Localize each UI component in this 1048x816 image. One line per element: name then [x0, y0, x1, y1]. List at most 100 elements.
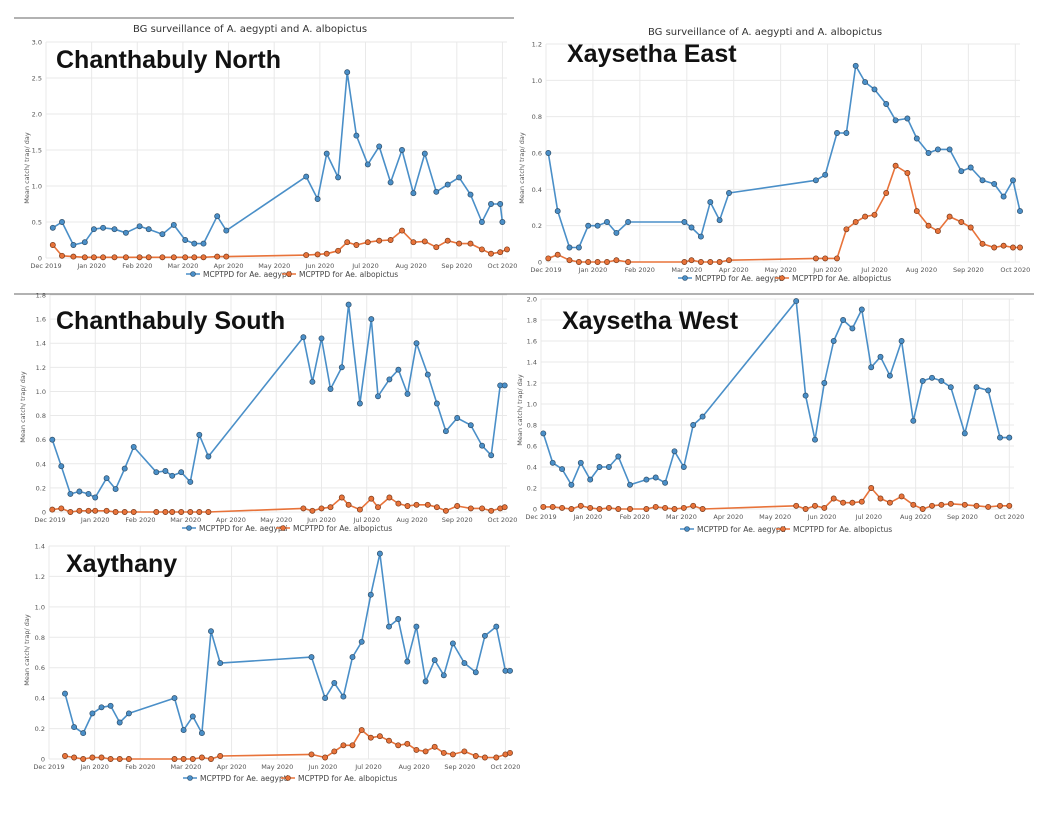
data-point-albopictus	[205, 509, 212, 515]
data-point-albopictus	[59, 252, 65, 259]
data-point-albopictus	[404, 740, 411, 747]
data-point-aegypti	[349, 654, 356, 661]
data-point-aegypti	[467, 191, 474, 198]
data-point-albopictus	[98, 754, 105, 761]
legend-label-aegypti: MCPTPD for Ae. aegypti	[199, 524, 288, 533]
data-point-aegypti	[821, 380, 828, 386]
data-point-aegypti	[958, 168, 965, 175]
y-tick-label: 1.2	[36, 364, 46, 372]
data-point-albopictus	[223, 253, 230, 260]
data-point-albopictus	[478, 246, 485, 253]
y-tick-label: 1.8	[527, 317, 537, 325]
data-point-aegypti	[604, 219, 610, 225]
x-tick-label: Dec 2019	[34, 516, 65, 524]
data-point-albopictus	[331, 748, 338, 755]
data-point-albopictus	[585, 259, 592, 265]
data-point-aegypti	[205, 453, 212, 460]
y-tick-label: 1.2	[532, 41, 542, 49]
x-tick-label: Aug 2020	[395, 262, 426, 270]
data-point-aegypti	[125, 710, 132, 717]
data-point-albopictus	[504, 246, 510, 253]
data-point-aegypti	[187, 478, 194, 485]
data-point-aegypti	[886, 372, 893, 379]
data-point-aegypti	[481, 632, 488, 639]
data-point-aegypti	[871, 86, 878, 93]
data-point-aegypti	[178, 469, 185, 476]
y-axis-label: Mean catch/ trap/ day	[516, 374, 524, 446]
x-tick-label: Jan 2020	[76, 262, 106, 270]
data-point-aegypti	[303, 173, 310, 180]
y-tick-label: 0	[538, 259, 542, 267]
chart-panel-xaythany: 0 0.2 0.4 0.6 0.8 1.0 1.2 1.4 Dec 2019 Jan 2020 Fe…	[10, 540, 520, 790]
chart-panel-chanthabuly-north: 0 0.5 1.0 1.5 2.0 2.5 3.0 Dec 2019 Jan 2020 Feb 2…	[10, 18, 517, 288]
data-point-aegypti	[1000, 193, 1007, 200]
y-tick-label: 0	[38, 255, 42, 263]
data-point-aegypti	[85, 490, 92, 497]
data-point-aegypti	[444, 181, 451, 188]
data-point-aegypti	[488, 452, 495, 459]
data-point-albopictus	[967, 224, 974, 231]
data-point-albopictus	[979, 240, 986, 247]
data-point-aegypti	[947, 384, 954, 391]
data-point-aegypti	[338, 364, 345, 371]
data-point-aegypti	[364, 161, 371, 168]
data-point-aegypti	[812, 177, 819, 184]
y-tick-label: 1.0	[527, 401, 537, 409]
data-point-aegypti	[49, 224, 56, 231]
data-point-albopictus	[89, 754, 96, 761]
data-point-albopictus	[493, 754, 500, 761]
data-point-albopictus	[399, 227, 405, 234]
data-point-albopictus	[182, 254, 189, 261]
x-tick-label: Oct 2020	[488, 516, 518, 524]
data-point-albopictus	[613, 257, 620, 264]
legend-label-albopictus: MCPTPD for Ae. albopictus	[792, 274, 891, 283]
data-point-aegypti	[376, 550, 383, 557]
data-point-aegypti	[540, 430, 547, 437]
data-point-albopictus	[568, 506, 575, 512]
data-point-albopictus	[433, 244, 440, 251]
legend-label-aegypti: MCPTPD for Ae. aegypti	[203, 270, 292, 279]
data-point-albopictus	[368, 495, 375, 502]
data-point-albopictus	[662, 504, 669, 511]
data-point-albopictus	[90, 254, 97, 261]
data-point-aegypti	[92, 494, 99, 501]
y-tick-label: 0	[42, 509, 46, 517]
data-point-albopictus	[545, 255, 552, 262]
data-point-albopictus	[671, 506, 678, 512]
x-tick-label: Jul 2020	[353, 516, 380, 524]
legend-marker-albopictus	[286, 271, 292, 277]
data-point-albopictus	[852, 219, 859, 225]
y-tick-label: 1.0	[532, 77, 542, 85]
y-tick-label: 2.0	[527, 296, 537, 304]
data-point-albopictus	[107, 756, 114, 762]
data-point-albopictus	[605, 504, 612, 511]
data-point-albopictus	[169, 509, 176, 515]
data-point-aegypti	[309, 378, 316, 385]
x-tick-label: Apr 2020	[713, 513, 743, 521]
data-point-albopictus	[153, 509, 160, 515]
data-point-albopictus	[353, 242, 360, 248]
data-point-albopictus	[812, 502, 818, 509]
data-point-albopictus	[189, 756, 196, 762]
data-point-aegypti	[566, 244, 573, 251]
data-point-albopictus	[386, 494, 393, 501]
y-axis-label: Mean catch/ trap/ day	[19, 371, 27, 443]
data-point-albopictus	[707, 259, 714, 265]
data-point-albopictus	[314, 251, 321, 258]
legend-label-aegypti: MCPTPD for Ae. aegypti	[697, 525, 786, 534]
data-point-aegypti	[89, 710, 96, 717]
data-point-albopictus	[71, 754, 78, 761]
data-point-aegypti	[681, 219, 688, 225]
data-point-aegypti	[613, 229, 620, 236]
data-point-albopictus	[886, 499, 893, 506]
y-axis-label: Mean catch/ trap/ day	[23, 132, 31, 204]
data-point-aegypti	[331, 679, 338, 686]
data-point-albopictus	[554, 251, 561, 258]
data-point-albopictus	[1000, 242, 1007, 249]
data-point-albopictus	[323, 250, 330, 257]
region-label: Chanthabuly South	[56, 307, 285, 335]
y-tick-label: 0.6	[527, 443, 537, 451]
data-point-albopictus	[822, 255, 829, 262]
x-tick-label: Mar 2020	[671, 266, 702, 274]
x-tick-label: Jan 2020	[80, 516, 110, 524]
